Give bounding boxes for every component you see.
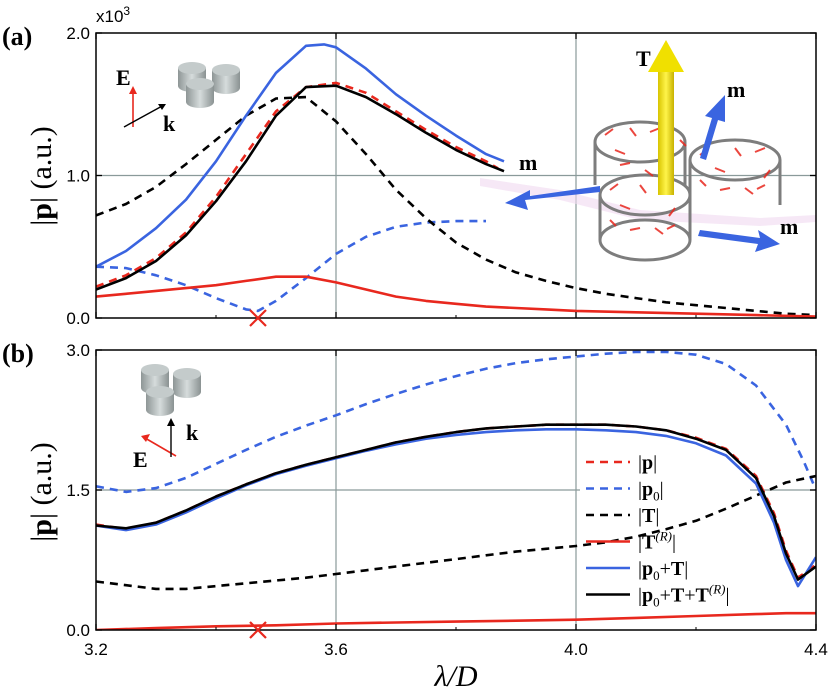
tick-labels-a: 0.0 1.0 2.0: [66, 24, 817, 328]
m-arrow-right-icon: [698, 230, 780, 252]
cylinder-trimer-icon: [141, 364, 201, 416]
panel-b-label: (b): [2, 339, 34, 368]
panel-a-label: (a): [2, 22, 32, 51]
inset-a-m-label-1: m: [727, 77, 745, 102]
legend-label: |p0​+T|: [638, 558, 688, 583]
series-line-b-5: [96, 423, 816, 581]
m-arrow-top-icon: [700, 95, 725, 160]
x-tick-label: 3.2: [84, 640, 108, 659]
m-arrow-left-icon: [505, 186, 600, 210]
inset-a-t-label: T: [636, 46, 651, 71]
y-axis-label-b: |p| (a.u.): [25, 442, 58, 542]
series-line-a-2: [96, 95, 816, 317]
inset-a-illustration: E k: [116, 40, 816, 262]
series-line-a-1: [96, 219, 486, 313]
series-line-b-3: [96, 611, 816, 630]
inset-b-illustration: E k: [133, 364, 201, 472]
k-vector-arrow-icon: [123, 104, 165, 128]
inset-a-k-label: k: [163, 111, 176, 136]
legend-label: |T|: [638, 505, 659, 527]
legend-label: |p0​|: [638, 479, 664, 504]
inset-a-e-label: E: [116, 65, 131, 90]
panel-b: E k |p| |p0​||T||T(R)​| |p0​+T||p0​+T+T(R)…: [2, 339, 828, 693]
series-line-a-4: [96, 43, 505, 268]
x-tick-label: 4.0: [564, 640, 588, 659]
series-line-a-5: [96, 84, 505, 291]
x-tick-label: 4.4: [804, 640, 828, 659]
y-tick-label: 0.0: [66, 309, 90, 328]
toroidal-dipole-illustration: [480, 40, 816, 262]
y-axis-label-a: |p| (a.u.): [25, 126, 58, 226]
t-arrow-icon: [658, 70, 674, 195]
y-tick-label: 3.0: [66, 341, 90, 360]
y-tick-label: 0.0: [66, 621, 90, 640]
legend: |p| |p0​||T||T(R)​| |p0​+T||p0​+T+T(R)​|: [586, 452, 730, 610]
legend-background: [580, 444, 750, 616]
grid-a: [96, 33, 816, 318]
inset-b-e-label: E: [133, 447, 148, 472]
series-line-b-2: [96, 474, 816, 591]
y-tick-label: 1.0: [66, 167, 90, 186]
cross-marker-icon: [249, 621, 267, 639]
y-tick-label: 2.0: [66, 24, 90, 43]
series-line-b-4: [96, 428, 816, 588]
series-group-a: [96, 43, 816, 318]
x-axis-label: λ/D: [434, 660, 478, 693]
series-line-a-3: [96, 275, 816, 318]
panel-a: E k: [2, 4, 817, 328]
cylinder-trimer-icon: [178, 62, 240, 108]
inset-a-m-label-3: m: [780, 214, 798, 239]
series-line-b-1: [96, 350, 816, 494]
inset-b-k-label: k: [186, 420, 199, 445]
y-tick-label: 1.5: [66, 481, 90, 500]
legend-label: |p|: [638, 452, 657, 474]
x-tick-label: 3.6: [324, 640, 348, 659]
cross-marker-icon: [249, 309, 267, 327]
legend-label: |T(R)​|: [638, 529, 676, 554]
series-group-b: [96, 350, 816, 630]
tick-labels-b: 3.2 3.6 4.0 4.4 0.0 1.5 3.0: [66, 341, 827, 659]
legend-label: |p0​+T+T(R)​|: [638, 582, 730, 610]
inset-a-m-label-2: m: [519, 150, 537, 175]
exponent-label: x103: [96, 4, 130, 26]
